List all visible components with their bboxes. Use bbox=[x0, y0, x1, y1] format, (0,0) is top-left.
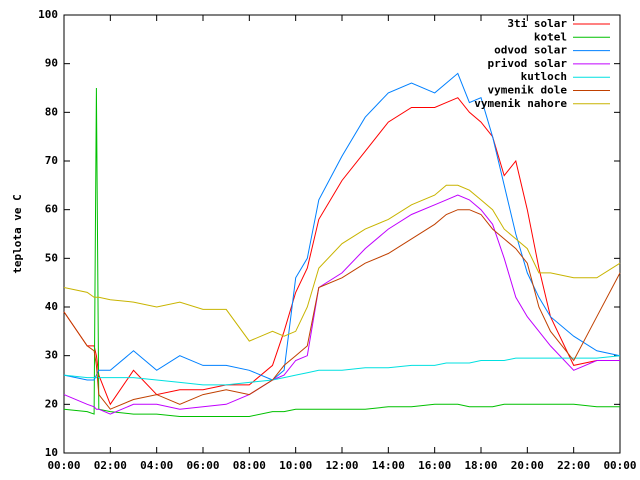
y-tick-label: 20 bbox=[45, 397, 58, 410]
y-tick-label: 30 bbox=[45, 349, 58, 362]
x-tick-label: 12:00 bbox=[325, 459, 358, 472]
x-tick-label: 16:00 bbox=[418, 459, 451, 472]
legend-label: privod solar bbox=[488, 57, 568, 70]
y-tick-label: 10 bbox=[45, 446, 58, 459]
legend-label: odvod solar bbox=[494, 44, 567, 57]
legend-label: vymenik nahore bbox=[474, 97, 567, 110]
series-line bbox=[63, 87, 620, 417]
series-line bbox=[63, 355, 621, 386]
y-tick-label: 80 bbox=[45, 105, 58, 118]
x-tick-label: 08:00 bbox=[233, 459, 266, 472]
x-tick-label: 00:00 bbox=[603, 459, 636, 472]
series-line bbox=[63, 97, 620, 406]
legend-label: vymenik dole bbox=[488, 84, 568, 97]
series-line bbox=[63, 72, 621, 381]
y-tick-label: 60 bbox=[45, 203, 58, 216]
y-tick-label: 40 bbox=[45, 300, 58, 313]
legend-label: kotel bbox=[534, 30, 567, 43]
x-tick-label: 18:00 bbox=[464, 459, 497, 472]
y-axis-label: teplota ve C bbox=[11, 194, 24, 273]
y-tick-label: 50 bbox=[45, 251, 58, 264]
series-line bbox=[63, 209, 621, 410]
x-tick-label: 02:00 bbox=[94, 459, 127, 472]
legend-label: 3ti solar bbox=[507, 17, 567, 30]
x-tick-label: 22:00 bbox=[557, 459, 590, 472]
y-tick-label: 70 bbox=[45, 154, 58, 167]
x-tick-label: 00:00 bbox=[47, 459, 80, 472]
y-tick-label: 100 bbox=[38, 8, 58, 21]
series-line bbox=[63, 184, 621, 342]
legend-label: kutloch bbox=[521, 70, 567, 83]
x-tick-label: 14:00 bbox=[372, 459, 405, 472]
x-tick-label: 06:00 bbox=[186, 459, 219, 472]
x-tick-label: 20:00 bbox=[511, 459, 544, 472]
x-tick-label: 10:00 bbox=[279, 459, 312, 472]
series-line bbox=[63, 194, 620, 415]
x-tick-label: 04:00 bbox=[140, 459, 173, 472]
y-tick-label: 90 bbox=[45, 57, 58, 70]
